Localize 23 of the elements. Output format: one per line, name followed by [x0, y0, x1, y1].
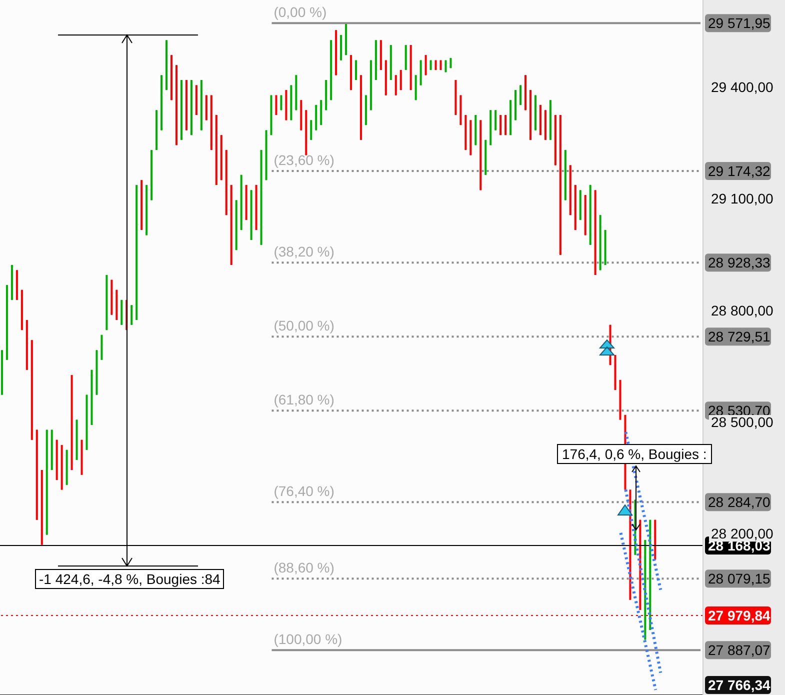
- ref-line-label: 28 928,33: [708, 254, 770, 271]
- ref-line-label: 29 174,32: [708, 163, 770, 180]
- ref-line-label: 27 887,07: [708, 642, 770, 658]
- annotation: (0,00 %): [274, 4, 327, 20]
- annotation: -1 424,6, -4,8 %, Bougies :84: [35, 569, 224, 589]
- annotation: (88,60 %): [274, 560, 334, 576]
- ref-line-label: 28 729,51: [708, 328, 770, 345]
- y-tick-label: 29 100,00: [711, 190, 774, 207]
- annotation: (100,00 %): [274, 631, 342, 648]
- annotation: (23,60 %): [274, 152, 334, 168]
- ref-line-label: 28 284,70: [708, 494, 770, 510]
- annotation: 176,4, 0,6 %, Bougies :: [557, 444, 712, 464]
- ref-line-label: 28 079,15: [708, 570, 770, 587]
- annotation: (38,20 %): [274, 244, 334, 260]
- ref-line-label: 27 766,34: [708, 677, 770, 693]
- annotation: (61,80 %): [274, 392, 334, 408]
- annotation: (50,00 %): [274, 318, 334, 334]
- y-tick-label: 28 800,00: [711, 302, 774, 318]
- y-tick-label: 28 500,00: [711, 414, 774, 430]
- y-tick-label: 29 400,00: [711, 79, 774, 96]
- annotation: (76,40 %): [274, 483, 334, 500]
- ref-line-label: 27 979,84: [708, 608, 770, 624]
- ref-line-label: 29 571,95: [708, 15, 770, 32]
